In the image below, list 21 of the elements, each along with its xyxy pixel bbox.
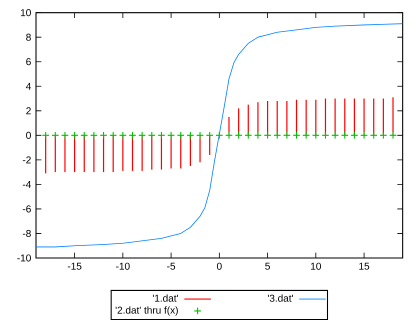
- x-tick-label: 5: [265, 262, 270, 270]
- y-tick-label: 8: [26, 34, 31, 41]
- y-tick-label: -10: [17, 254, 31, 262]
- legend-label: '3.dat': [268, 294, 293, 302]
- y-tick-label: 0: [26, 132, 31, 139]
- x-tick-label: -10: [116, 262, 130, 270]
- y-tick-label: 4: [26, 82, 32, 90]
- y-tick-label: -2: [22, 156, 31, 164]
- y-tick-label: -6: [22, 205, 31, 212]
- x-tick-label: 15: [359, 262, 370, 270]
- y-tick-label: 2: [26, 107, 31, 114]
- y-tick-label: -4: [22, 180, 32, 188]
- y-tick-label: 10: [20, 9, 31, 16]
- y-tick-label: 6: [26, 58, 31, 66]
- legend-label: '1.dat': [152, 294, 178, 302]
- x-tick-label: -15: [68, 262, 82, 270]
- x-tick-label: -5: [167, 262, 176, 270]
- y-tick-label: -8: [22, 230, 31, 237]
- x-tick-label: 0: [216, 262, 222, 270]
- x-tick-label: 10: [311, 262, 321, 270]
- legend-label: '2.dat' thru f(x): [116, 306, 178, 316]
